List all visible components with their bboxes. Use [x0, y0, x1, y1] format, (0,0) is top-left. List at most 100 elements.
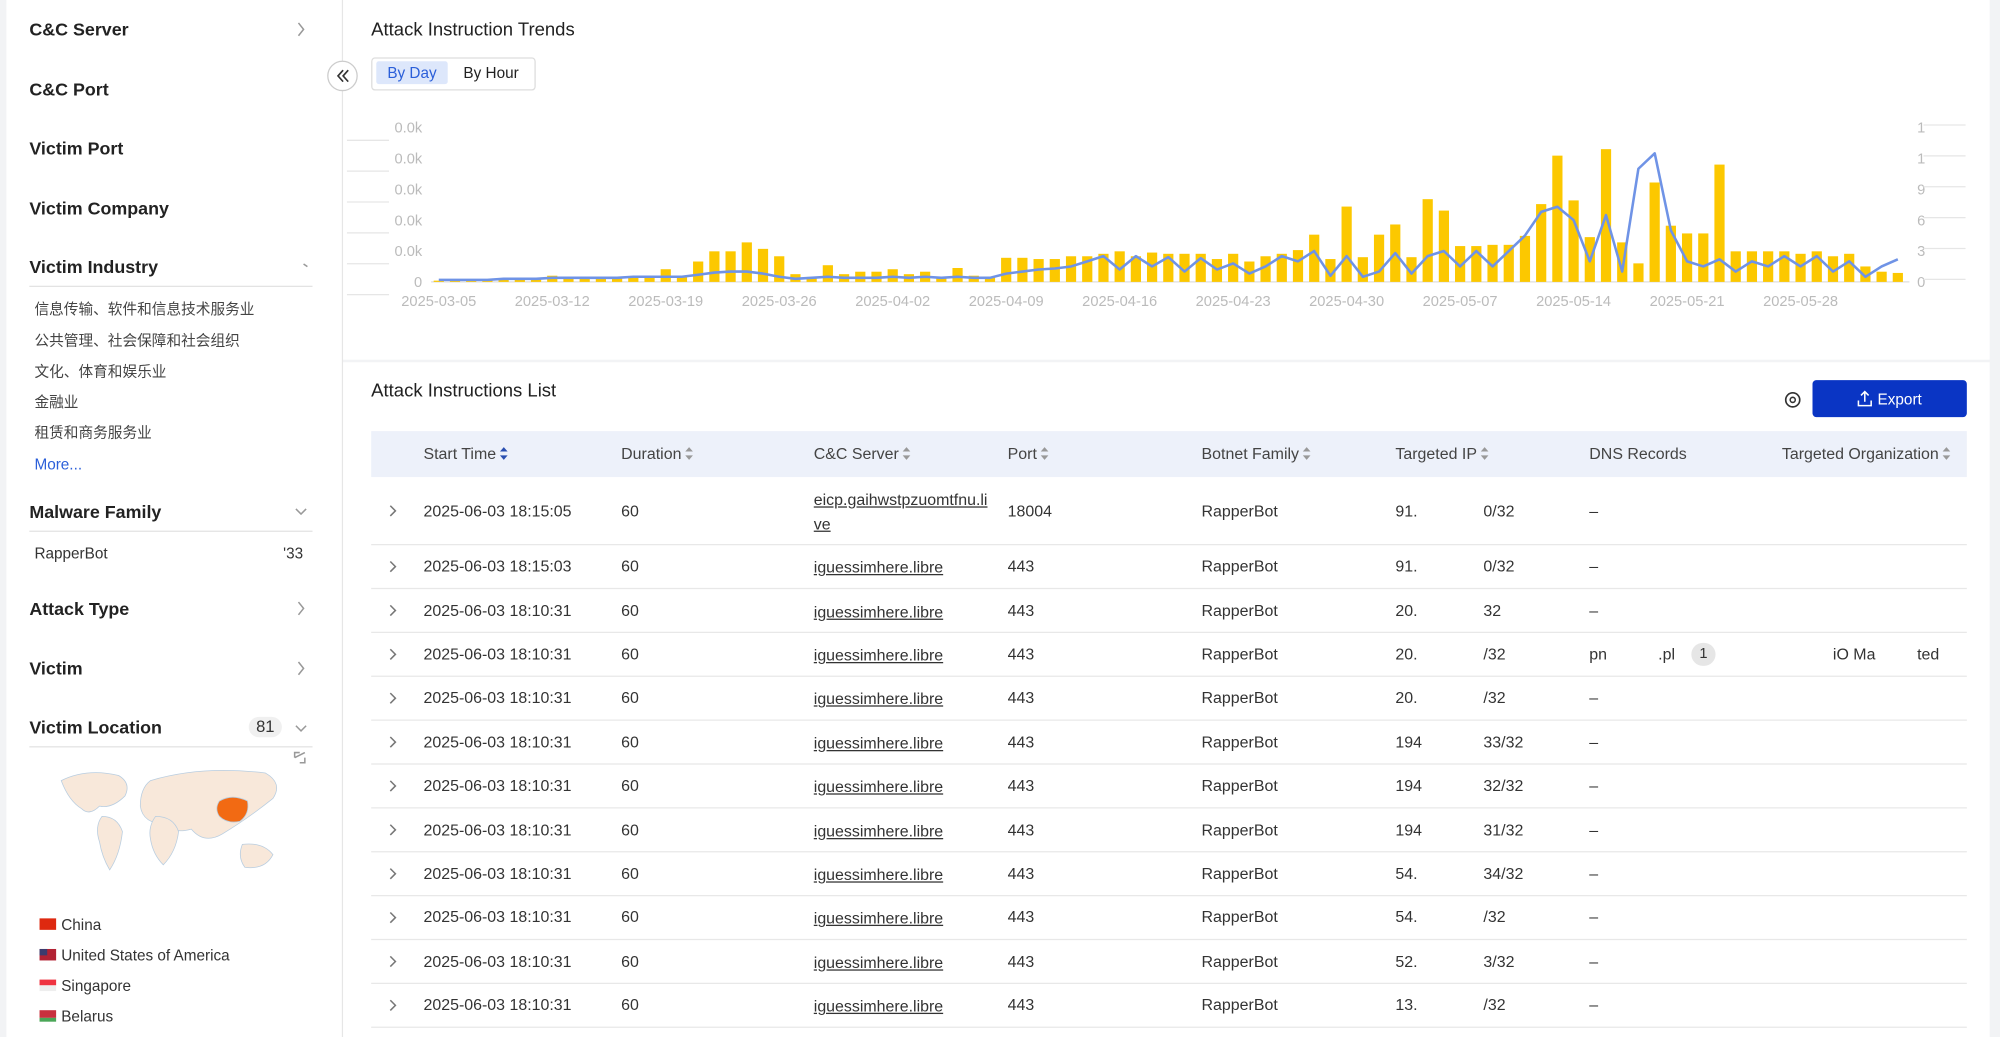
- industry-item[interactable]: 信息传输、软件和信息技术服务业: [34, 299, 255, 318]
- country[interactable]: Singapore: [61, 977, 132, 995]
- tab-active[interactable]: By Day: [376, 61, 448, 85]
- y-tick-label: 0.0k: [394, 121, 422, 137]
- filter-title[interactable]: Victim Industry: [29, 256, 159, 277]
- country[interactable]: China: [61, 915, 102, 934]
- cnc-server-link[interactable]: iguessimhere.libre: [813, 822, 944, 841]
- cnc-server-link[interactable]: iguessimhere.libre: [813, 778, 944, 797]
- export-button[interactable]: [1812, 380, 1967, 418]
- cnc-server-link[interactable]: iguessimhere.libre: [813, 997, 944, 1016]
- tab[interactable]: By Hour: [463, 63, 519, 82]
- column-header[interactable]: Port: [1007, 445, 1037, 464]
- collapse-button[interactable]: [327, 60, 359, 92]
- country[interactable]: United States of America: [61, 946, 230, 965]
- sort-icon[interactable]: [1480, 447, 1489, 460]
- bar: [1049, 259, 1060, 282]
- chevron-down[interactable]: [295, 725, 307, 732]
- bar: [1503, 244, 1514, 282]
- sort-icon[interactable]: [499, 447, 508, 460]
- chevron-right[interactable]: [297, 661, 305, 676]
- industry-item[interactable]: 公共管理、社会保障和社会组织: [34, 331, 240, 350]
- row-expand[interactable]: [389, 868, 397, 880]
- bar: [1827, 256, 1839, 282]
- family-item[interactable]: RapperBot: [34, 544, 108, 563]
- sort-icon[interactable]: [1942, 447, 1951, 460]
- cnc-server-link[interactable]: iguessimhere.libre: [813, 558, 944, 577]
- bar: [1438, 210, 1450, 282]
- bar: [1244, 261, 1255, 282]
- cnc-server-link[interactable]: iguessimhere.libre: [813, 866, 944, 884]
- filter-title[interactable]: Victim Location: [29, 716, 162, 738]
- row-expand[interactable]: [389, 505, 397, 517]
- chevron-right[interactable]: [297, 22, 305, 37]
- port: 18004: [1007, 501, 1052, 520]
- column-header[interactable]: C&C Server: [813, 445, 899, 464]
- sort-icon[interactable]: [1302, 447, 1311, 460]
- sort-icon[interactable]: [902, 447, 911, 460]
- chevron[interactable]: [303, 263, 308, 268]
- cnc-server-link[interactable]: iguessimhere.libre: [813, 602, 944, 621]
- filter-title[interactable]: Victim Company: [29, 197, 169, 219]
- x-tick-label: 2025-05-14: [1536, 294, 1611, 310]
- row-expand[interactable]: [389, 692, 397, 704]
- bar: [1276, 253, 1287, 282]
- column-header[interactable]: Duration: [621, 445, 682, 464]
- trend-chart: 0 0.0k 0.0k 0.0k 0.0k 0.0k 0 3 6 9 1 1 2025-03-05 202…: [346, 121, 1966, 310]
- cnc-server-link[interactable]: iguessimhere.libre: [813, 690, 944, 709]
- start-time: 2025-06-03 18:10:31: [423, 952, 572, 971]
- filter-title[interactable]: Victim: [29, 658, 83, 679]
- more-link[interactable]: More...: [34, 455, 83, 474]
- targeted-ip: /32: [1483, 645, 1506, 664]
- row-expand[interactable]: [389, 604, 397, 617]
- cnc-server-link[interactable]: eicp.gaihwstpzuomtfnu.live: [813, 490, 988, 533]
- export-label[interactable]: Export: [1877, 390, 1922, 409]
- cnc-server-link[interactable]: iguessimhere.libre: [813, 909, 944, 928]
- bar: [1325, 259, 1336, 282]
- column-header[interactable]: DNS Records: [1589, 445, 1687, 464]
- chevron-down[interactable]: [295, 508, 307, 516]
- bar: [1779, 251, 1790, 282]
- row-expand[interactable]: [389, 911, 397, 924]
- column-header[interactable]: Targeted IP: [1395, 445, 1477, 464]
- port: 443: [1007, 952, 1035, 971]
- botnet-family: RapperBot: [1201, 601, 1278, 620]
- chevron-right[interactable]: [297, 601, 305, 616]
- cnc-server-link[interactable]: iguessimhere.libre: [813, 953, 944, 972]
- column-header[interactable]: Start Time: [423, 445, 497, 464]
- filter-title[interactable]: C&C Server: [29, 19, 129, 40]
- targeted-ip: 54.: [1395, 908, 1418, 927]
- country[interactable]: Belarus: [61, 1007, 114, 1026]
- dns-record: –: [1589, 777, 1599, 795]
- row-expand[interactable]: [389, 780, 397, 792]
- industry-item[interactable]: 租赁和商务服务业: [34, 423, 152, 442]
- bar: [984, 276, 996, 282]
- settings-icon[interactable]: [1782, 389, 1804, 411]
- x-tick-label: 2025-04-30: [1309, 294, 1384, 310]
- filter-title[interactable]: Victim Port: [29, 137, 124, 159]
- row-expand[interactable]: [389, 560, 397, 573]
- sort-icon[interactable]: [1040, 447, 1049, 460]
- botnet-family: RapperBot: [1201, 689, 1278, 708]
- cnc-server-link[interactable]: iguessimhere.libre: [813, 734, 944, 753]
- industry-item[interactable]: 金融业: [34, 392, 79, 411]
- dns-record: –: [1589, 952, 1599, 971]
- filter-title[interactable]: Malware Family: [29, 501, 162, 522]
- targeted-ip: 3/32: [1483, 952, 1515, 971]
- row-expand[interactable]: [389, 999, 397, 1012]
- column-header[interactable]: Targeted Organization: [1781, 445, 1939, 464]
- bar: [709, 251, 720, 282]
- dns-record: –: [1589, 689, 1599, 708]
- bar: [1422, 199, 1433, 282]
- y-tick-label: 0.0k: [394, 213, 422, 229]
- bar: [1730, 251, 1741, 282]
- row-expand[interactable]: [389, 648, 397, 660]
- filter-title[interactable]: Attack Type: [29, 598, 130, 619]
- industry-item[interactable]: 文化、体育和娱乐业: [34, 362, 167, 381]
- row-expand[interactable]: [389, 824, 397, 836]
- cnc-server-link[interactable]: iguessimhere.libre: [813, 646, 944, 665]
- sort-icon[interactable]: [685, 447, 693, 460]
- row-expand[interactable]: [389, 736, 397, 748]
- row-expand[interactable]: [389, 955, 397, 968]
- filter-title[interactable]: C&C Port: [29, 79, 109, 100]
- column-header[interactable]: Botnet Family: [1201, 445, 1300, 464]
- port: 443: [1007, 733, 1035, 752]
